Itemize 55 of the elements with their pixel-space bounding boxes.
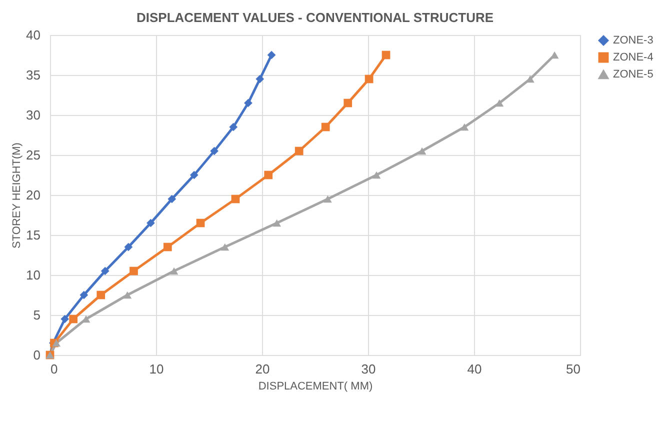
x-tick-label: 20 xyxy=(255,362,270,376)
point xyxy=(100,266,110,276)
point xyxy=(130,266,138,276)
x-tick-label: 30 xyxy=(361,362,376,376)
point xyxy=(168,194,176,204)
y-tick-label: 10 xyxy=(26,268,40,282)
y-tick-label: 30 xyxy=(26,108,40,122)
y-tick-label: 40 xyxy=(26,28,40,42)
x-tick-label: 10 xyxy=(149,362,164,376)
point xyxy=(418,147,426,155)
point xyxy=(364,74,374,84)
point xyxy=(170,267,178,275)
point xyxy=(146,218,155,228)
point xyxy=(80,290,88,300)
point xyxy=(294,146,304,156)
x-axis-title: DISPLACEMENT( MM) xyxy=(258,380,373,392)
point xyxy=(231,194,240,204)
point xyxy=(256,74,264,84)
chart-title: DISPLACEMENT VALUES - CONVENTIONAL STRUCTURE xyxy=(136,10,494,25)
point xyxy=(321,122,330,132)
y-axis-title: STOREY HEIGHT(M) xyxy=(11,142,24,248)
point xyxy=(244,98,252,108)
point xyxy=(69,314,78,324)
point xyxy=(60,314,70,324)
x-tick-label: 40 xyxy=(467,362,482,376)
y-tick-label: 25 xyxy=(26,148,40,162)
legend-label: ZONE-3 xyxy=(613,34,654,46)
point xyxy=(220,243,230,251)
point xyxy=(123,291,132,299)
point xyxy=(96,290,106,300)
point xyxy=(267,50,276,60)
y-tick-label: 35 xyxy=(26,68,40,82)
point xyxy=(264,170,273,180)
point xyxy=(163,242,172,252)
point xyxy=(229,122,238,132)
point xyxy=(344,98,352,108)
point xyxy=(52,339,61,347)
y-tick-label: 15 xyxy=(26,228,40,242)
point xyxy=(190,170,198,180)
point xyxy=(324,195,332,203)
point xyxy=(495,99,504,107)
point xyxy=(272,219,282,227)
point xyxy=(124,242,133,252)
y-tick-label: 0 xyxy=(33,348,40,362)
legend-label: ZONE-4 xyxy=(613,52,654,64)
y-tick-label: 5 xyxy=(33,308,40,322)
point xyxy=(382,50,390,60)
y-tick-label: 20 xyxy=(26,188,40,202)
x-tick-label: 0 xyxy=(50,362,58,376)
point xyxy=(460,123,469,131)
point xyxy=(210,146,218,156)
point xyxy=(196,218,205,228)
x-tick-label: 50 xyxy=(566,362,580,376)
point xyxy=(372,171,381,179)
legend-label: ZONE-5 xyxy=(613,68,654,80)
